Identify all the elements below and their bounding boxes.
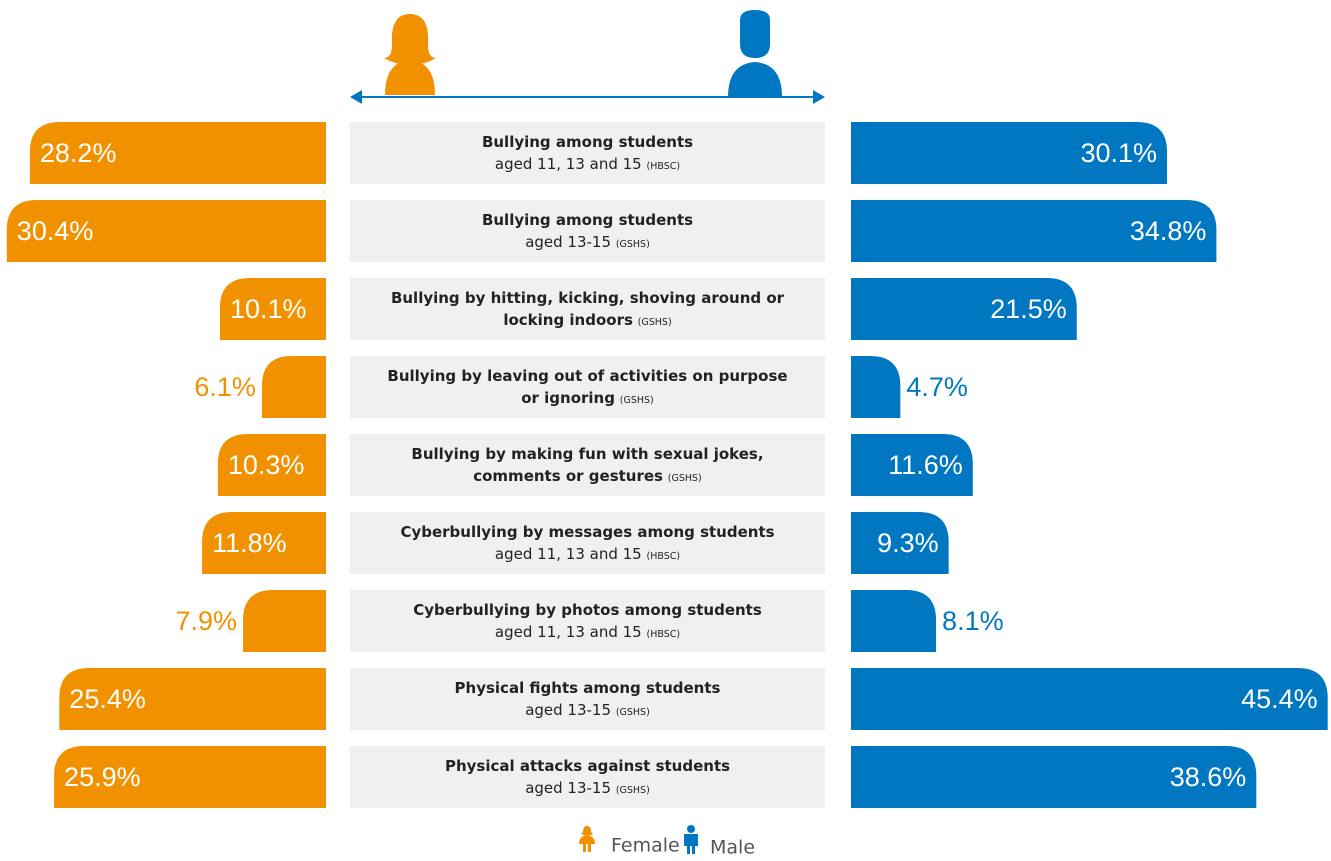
bar xyxy=(851,356,901,418)
bar xyxy=(851,200,1217,262)
category-text: aged 11, 13 and 15 xyxy=(495,545,642,563)
bar xyxy=(6,200,327,262)
category-label: Physical attacks against students xyxy=(445,757,730,775)
category-text: aged 11, 13 and 15 xyxy=(495,155,642,173)
legend: Female Male xyxy=(579,825,755,859)
category-label: Bullying among students xyxy=(482,133,693,151)
category-box xyxy=(350,434,825,496)
category-source: (HBSC) xyxy=(647,161,681,172)
bar xyxy=(54,746,327,808)
value-label: 11.6% xyxy=(888,450,963,480)
category-box xyxy=(350,200,825,262)
bar xyxy=(851,122,1168,184)
category-label: Bullying by leaving out of activities on… xyxy=(387,367,787,385)
value-label: 30.1% xyxy=(1080,138,1157,168)
category-text: Bullying by making fun with sexual jokes… xyxy=(411,445,763,463)
category-text: Physical fights among students xyxy=(455,679,721,697)
bar xyxy=(243,590,326,652)
value-label: 11.8% xyxy=(212,528,287,558)
value-label: 21.5% xyxy=(990,294,1067,324)
category-text: Bullying by leaving out of activities on… xyxy=(387,367,787,385)
bar xyxy=(851,434,973,496)
category-label: locking indoors (GSHS) xyxy=(503,311,671,329)
value-label: 28.2% xyxy=(40,138,117,168)
category-label: aged 11, 13 and 15 (HBSC) xyxy=(495,623,680,641)
category-box xyxy=(350,122,825,184)
value-label: 30.4% xyxy=(17,216,94,246)
bar xyxy=(261,356,326,418)
value-label: 9.3% xyxy=(877,528,939,558)
category-box xyxy=(350,590,825,652)
category-text: aged 11, 13 and 15 xyxy=(495,623,642,641)
category-label: aged 13-15 (GSHS) xyxy=(525,779,650,797)
female-figure xyxy=(384,14,436,95)
category-box xyxy=(350,356,825,418)
bar xyxy=(219,278,326,340)
category-label: Cyberbullying by messages among students xyxy=(400,523,774,541)
category-source: (GSHS) xyxy=(616,785,650,796)
category-text: Physical attacks against students xyxy=(445,757,730,775)
legend-label: Male xyxy=(710,837,755,859)
category-label: Bullying by making fun with sexual jokes… xyxy=(411,445,763,463)
bar xyxy=(59,668,327,730)
category-text: aged 13-15 xyxy=(525,779,611,797)
category-label: Bullying by hitting, kicking, shoving ar… xyxy=(391,289,785,307)
value-label: 45.4% xyxy=(1241,684,1318,714)
legend-label: Female xyxy=(611,835,680,857)
category-text: or ignoring xyxy=(521,389,615,407)
category-box xyxy=(350,278,825,340)
category-label: Bullying among students xyxy=(482,211,693,229)
value-label: 7.9% xyxy=(176,606,238,636)
value-label: 4.7% xyxy=(906,372,968,402)
category-text: locking indoors xyxy=(503,311,633,329)
legend-female-icon xyxy=(579,826,595,852)
category-text: comments or gestures xyxy=(473,467,663,485)
category-text: Cyberbullying by messages among students xyxy=(400,523,774,541)
value-label: 10.1% xyxy=(230,294,307,324)
category-source: (GSHS) xyxy=(638,317,672,328)
value-label: 8.1% xyxy=(942,606,1004,636)
arrow xyxy=(350,90,825,104)
category-source: (GSHS) xyxy=(616,239,650,250)
category-label: Cyberbullying by photos among students xyxy=(413,601,762,619)
bar xyxy=(851,590,937,652)
value-label: 25.9% xyxy=(64,762,141,792)
bar xyxy=(851,746,1257,808)
category-label: aged 13-15 (GSHS) xyxy=(525,233,650,251)
bar xyxy=(202,512,326,574)
category-source: (GSHS) xyxy=(616,707,650,718)
category-text: Bullying by hitting, kicking, shoving ar… xyxy=(391,289,785,307)
category-label: aged 11, 13 and 15 (HBSC) xyxy=(495,155,680,173)
category-text: Cyberbullying by photos among students xyxy=(413,601,762,619)
bar xyxy=(851,278,1077,340)
category-label: aged 11, 13 and 15 (HBSC) xyxy=(495,545,680,563)
male-figure xyxy=(728,10,782,97)
value-label: 10.3% xyxy=(228,450,305,480)
category-text: Bullying among students xyxy=(482,211,693,229)
category-label: or ignoring (GSHS) xyxy=(521,389,654,407)
bar xyxy=(29,122,327,184)
category-source: (GSHS) xyxy=(620,395,654,406)
category-label: Physical fights among students xyxy=(455,679,721,697)
category-text: aged 13-15 xyxy=(525,701,611,719)
category-source: (GSHS) xyxy=(668,473,702,484)
category-box xyxy=(350,512,825,574)
bar xyxy=(851,668,1328,730)
bar xyxy=(851,512,949,574)
bar xyxy=(217,434,326,496)
value-label: 25.4% xyxy=(69,684,146,714)
category-source: (HBSC) xyxy=(647,629,681,640)
category-label: comments or gestures (GSHS) xyxy=(473,467,702,485)
category-box xyxy=(350,746,825,808)
category-text: Bullying among students xyxy=(482,133,693,151)
category-text: aged 13-15 xyxy=(525,233,611,251)
value-label: 38.6% xyxy=(1170,762,1247,792)
category-source: (HBSC) xyxy=(647,551,681,562)
value-label: 34.8% xyxy=(1130,216,1207,246)
value-label: 6.1% xyxy=(194,372,256,402)
category-label: aged 13-15 (GSHS) xyxy=(525,701,650,719)
legend-male-icon xyxy=(684,825,698,854)
category-box xyxy=(350,668,825,730)
